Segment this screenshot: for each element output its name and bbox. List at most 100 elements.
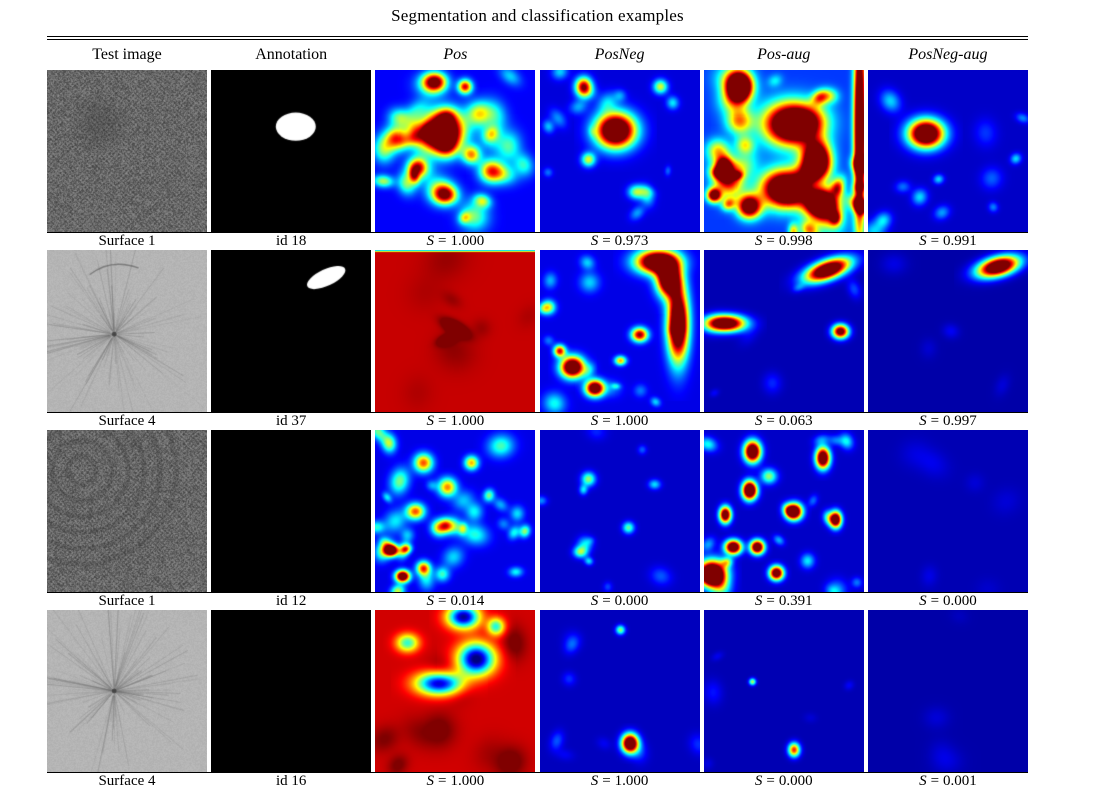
score-value: 0.973 — [614, 233, 649, 249]
test-image-row2 — [47, 250, 207, 412]
score-equals: = — [438, 593, 447, 609]
score-equals: = — [930, 233, 940, 249]
header-row: Test image Annotation Pos PosNeg Pos-aug… — [47, 40, 1028, 70]
score-posneg-aug: S = 0.001 — [868, 773, 1028, 790]
score-symbol: S — [754, 413, 763, 429]
figure-title: Segmentation and classification examples — [391, 6, 684, 25]
score-symbol: S — [919, 773, 927, 789]
score-pos: S = 0.014 — [375, 593, 535, 610]
score-symbol: S — [919, 593, 927, 609]
score-value: 0.997 — [943, 413, 977, 429]
score-value: 1.000 — [450, 233, 485, 249]
score-equals: = — [930, 593, 940, 609]
heatmap-posneg-aug-row2 — [867, 250, 1028, 412]
top-rule — [47, 36, 1028, 40]
column-header-pos: Pos — [443, 46, 468, 63]
score-value: 1.000 — [450, 413, 485, 429]
heatmap-posneg-aug-row4 — [867, 610, 1028, 772]
score-pos: S = 1.000 — [375, 413, 535, 430]
score-value: 0.000 — [943, 593, 977, 609]
surface-label: Surface 1 — [98, 233, 156, 249]
column-header-pos-aug: Pos-aug — [757, 46, 811, 63]
score-value: 0.998 — [778, 233, 813, 249]
score-symbol: S — [590, 773, 599, 789]
score-symbol: S — [426, 233, 435, 249]
heatmap-pos-row2 — [375, 250, 536, 412]
heatmap-pos-aug-row3 — [703, 430, 864, 592]
score-posneg: S = 0.000 — [540, 593, 700, 610]
score-pos-aug: S = 0.063 — [704, 413, 864, 430]
annotation-mask-row2 — [211, 250, 372, 412]
column-header-test-image: Test image — [92, 46, 162, 63]
score-equals: = — [930, 773, 940, 789]
score-equals: = — [766, 773, 775, 789]
score-equals: = — [438, 413, 447, 429]
score-value: 0.063 — [778, 413, 813, 429]
heatmap-pos-row1 — [375, 70, 536, 232]
score-equals: = — [602, 773, 611, 789]
score-value: 1.000 — [450, 773, 485, 789]
score-pos: S = 1.000 — [375, 233, 535, 250]
caption-row-2: Surface 4 id 37 S = 1.000 S = 1.000 S = 0.063 … — [47, 412, 1028, 430]
image-row-3 — [47, 430, 1028, 592]
heatmap-posneg-aug-row3 — [867, 430, 1028, 592]
annotation-id-label: id 12 — [275, 593, 307, 609]
test-image-row4 — [47, 610, 207, 772]
heatmap-posneg-row4 — [539, 610, 700, 772]
score-value: 1.000 — [614, 413, 649, 429]
caption-row-1: Surface 1 id 18 S = 1.000 S = 0.973 S = 0.998 … — [47, 232, 1028, 250]
surface-label: Surface 1 — [98, 593, 156, 609]
column-header-posneg: PosNeg — [594, 46, 645, 63]
test-image-row1 — [47, 70, 207, 232]
column-header-annotation: Annotation — [255, 46, 328, 63]
score-equals: = — [602, 233, 611, 249]
score-posneg: S = 1.000 — [540, 773, 700, 790]
annotation-id-label: id 37 — [275, 413, 307, 429]
score-equals: = — [602, 593, 611, 609]
annotation-mask-row3 — [211, 430, 372, 592]
score-value: 1.000 — [614, 773, 649, 789]
score-symbol: S — [426, 773, 435, 789]
caption-row-4: Surface 4 id 16 S = 1.000 S = 1.000 S = 0.000 … — [47, 772, 1028, 790]
heatmap-posneg-row1 — [539, 70, 700, 232]
test-image-row3 — [47, 430, 207, 592]
score-equals: = — [602, 413, 611, 429]
score-value: 0.014 — [450, 593, 485, 609]
heatmap-pos-row3 — [375, 430, 536, 592]
image-row-1 — [47, 70, 1028, 232]
heatmap-posneg-row3 — [539, 430, 700, 592]
heatmap-pos-row4 — [375, 610, 536, 772]
score-symbol: S — [590, 233, 599, 249]
heatmap-posneg-row2 — [539, 250, 700, 412]
score-posneg-aug: S = 0.000 — [868, 593, 1028, 610]
score-symbol: S — [754, 773, 763, 789]
score-equals: = — [438, 773, 447, 789]
score-value: 0.001 — [943, 773, 977, 789]
score-pos-aug: S = 0.391 — [704, 593, 864, 610]
heatmap-pos-aug-row4 — [703, 610, 864, 772]
image-row-4 — [47, 610, 1028, 772]
score-posneg-aug: S = 0.991 — [868, 233, 1028, 250]
score-posneg: S = 0.973 — [540, 233, 700, 250]
score-symbol: S — [590, 593, 599, 609]
score-symbol: S — [590, 413, 599, 429]
score-pos: S = 1.000 — [375, 773, 535, 790]
score-symbol: S — [919, 413, 927, 429]
score-equals: = — [438, 233, 447, 249]
score-equals: = — [766, 233, 775, 249]
surface-label: Surface 4 — [98, 413, 156, 429]
annotation-mask-row1 — [211, 70, 372, 232]
score-symbol: S — [919, 233, 927, 249]
score-symbol: S — [754, 233, 763, 249]
score-value: 0.000 — [778, 773, 813, 789]
surface-label: Surface 4 — [98, 773, 156, 789]
score-symbol: S — [426, 413, 435, 429]
heatmap-pos-aug-row2 — [703, 250, 864, 412]
heatmap-posneg-aug-row1 — [867, 70, 1028, 232]
score-value: 0.391 — [778, 593, 813, 609]
score-symbol: S — [754, 593, 763, 609]
image-row-2 — [47, 250, 1028, 412]
score-pos-aug: S = 0.998 — [704, 233, 864, 250]
score-posneg-aug: S = 0.997 — [868, 413, 1028, 430]
